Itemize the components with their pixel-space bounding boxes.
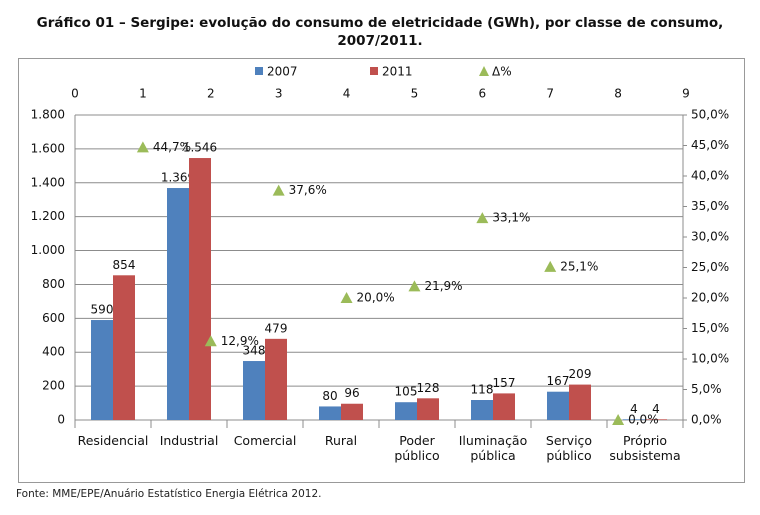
x2-tick-label: 1 xyxy=(139,87,147,101)
y2-tick-label: 40,0% xyxy=(691,169,729,183)
bar xyxy=(189,158,211,421)
data-label: 167 xyxy=(547,374,570,388)
data-label: 21,9% xyxy=(424,279,462,293)
data-label: 348 xyxy=(243,344,266,358)
data-label: 4 xyxy=(630,402,638,416)
y-tick-label: 1.600 xyxy=(31,141,65,155)
y2-tick-label: 35,0% xyxy=(691,199,729,213)
x-tick-label: Próprio subsistema xyxy=(609,433,681,463)
y-tick-label: 800 xyxy=(42,277,65,291)
y2-tick-label: 0,0% xyxy=(691,413,722,427)
y-tick-label: 200 xyxy=(42,379,65,393)
data-label: 25,1% xyxy=(560,259,598,273)
data-label: 4 xyxy=(652,402,660,416)
x2-tick-label: 4 xyxy=(343,87,351,101)
x2-tick-label: 0 xyxy=(71,87,79,101)
y-tick-label: 1.000 xyxy=(31,243,65,257)
legend-label: 2007 xyxy=(267,65,298,79)
y-tick-label: 0 xyxy=(57,413,65,427)
x-tick-label: Residencial xyxy=(77,433,149,448)
bar xyxy=(471,400,493,420)
legend-label: Δ% xyxy=(492,65,512,79)
data-label: 590 xyxy=(91,303,114,317)
bar xyxy=(569,384,591,420)
y2-tick-label: 10,0% xyxy=(691,352,729,366)
y2-tick-label: 50,0% xyxy=(691,108,729,122)
x-tick-label: Industrial xyxy=(159,433,219,448)
legend-marker xyxy=(479,66,489,76)
source-note: Fonte: MME/EPE/Anuário Estatístico Energ… xyxy=(16,488,322,500)
x2-tick-label: 7 xyxy=(546,87,554,101)
data-label: 12,9% xyxy=(221,334,259,348)
data-label: 37,6% xyxy=(289,183,327,197)
data-label: 105 xyxy=(395,385,418,399)
data-label: 128 xyxy=(417,381,440,395)
bar xyxy=(547,391,569,420)
bar xyxy=(243,361,265,420)
marker xyxy=(476,212,489,224)
data-label: 0,0% xyxy=(628,413,659,427)
bar xyxy=(623,419,645,420)
y2-tick-label: 45,0% xyxy=(691,138,729,152)
y2-tick-label: 25,0% xyxy=(691,260,729,274)
y2-tick-label: 5,0% xyxy=(691,382,722,396)
data-label: 1.546 xyxy=(183,141,217,155)
y-tick-label: 400 xyxy=(42,345,65,359)
marker xyxy=(272,184,285,196)
data-label: 1.369 xyxy=(161,171,195,185)
marker xyxy=(408,280,421,292)
y2-tick-label: 20,0% xyxy=(691,291,729,305)
x2-tick-label: 2 xyxy=(207,87,215,101)
x-tick-label: Serviço público xyxy=(545,433,593,463)
data-label: 854 xyxy=(113,258,136,272)
marker xyxy=(612,414,625,425)
marker xyxy=(544,260,557,272)
x-tick-label: Rural xyxy=(324,433,358,448)
data-label: 20,0% xyxy=(357,291,395,305)
marker xyxy=(136,141,149,153)
x2-tick-label: 3 xyxy=(275,87,283,101)
x2-tick-label: 6 xyxy=(479,87,487,101)
data-label: 118 xyxy=(471,383,494,397)
legend-label: 2011 xyxy=(382,65,413,79)
bar xyxy=(319,406,341,420)
data-label: 209 xyxy=(569,367,592,381)
data-label: 479 xyxy=(265,321,288,335)
bar xyxy=(167,188,189,420)
x2-tick-label: 8 xyxy=(614,87,622,101)
marker xyxy=(204,335,217,347)
data-label: 96 xyxy=(344,386,359,400)
y-tick-label: 600 xyxy=(42,311,65,325)
bar xyxy=(493,393,515,420)
x-tick-label: Poder público xyxy=(394,433,440,463)
bar xyxy=(265,338,287,420)
x2-tick-label: 5 xyxy=(411,87,419,101)
chart-frame xyxy=(18,58,745,483)
y-tick-label: 1.800 xyxy=(31,108,65,122)
marker xyxy=(340,292,353,303)
bar xyxy=(417,398,439,420)
bar xyxy=(645,419,667,420)
y-tick-label: 1.200 xyxy=(31,209,65,223)
x-tick-label: Iluminação pública xyxy=(458,433,528,463)
data-label: 33,1% xyxy=(492,211,530,225)
x2-tick-label: 9 xyxy=(682,87,690,101)
legend-marker xyxy=(370,67,378,75)
chart-title: Gráfico 01 – Sergipe: evolução do consum… xyxy=(36,15,724,49)
bar xyxy=(395,402,417,420)
y2-tick-label: 30,0% xyxy=(691,230,729,244)
legend-marker xyxy=(255,67,263,75)
x-tick-label: Comercial xyxy=(233,433,297,448)
data-label: 44,7% xyxy=(153,140,191,154)
bar xyxy=(341,403,363,420)
y-tick-label: 1.400 xyxy=(31,175,65,189)
y2-tick-label: 15,0% xyxy=(691,321,729,335)
bar xyxy=(113,275,135,420)
data-label: 80 xyxy=(322,389,337,403)
bar xyxy=(91,320,113,420)
data-label: 157 xyxy=(493,376,516,390)
